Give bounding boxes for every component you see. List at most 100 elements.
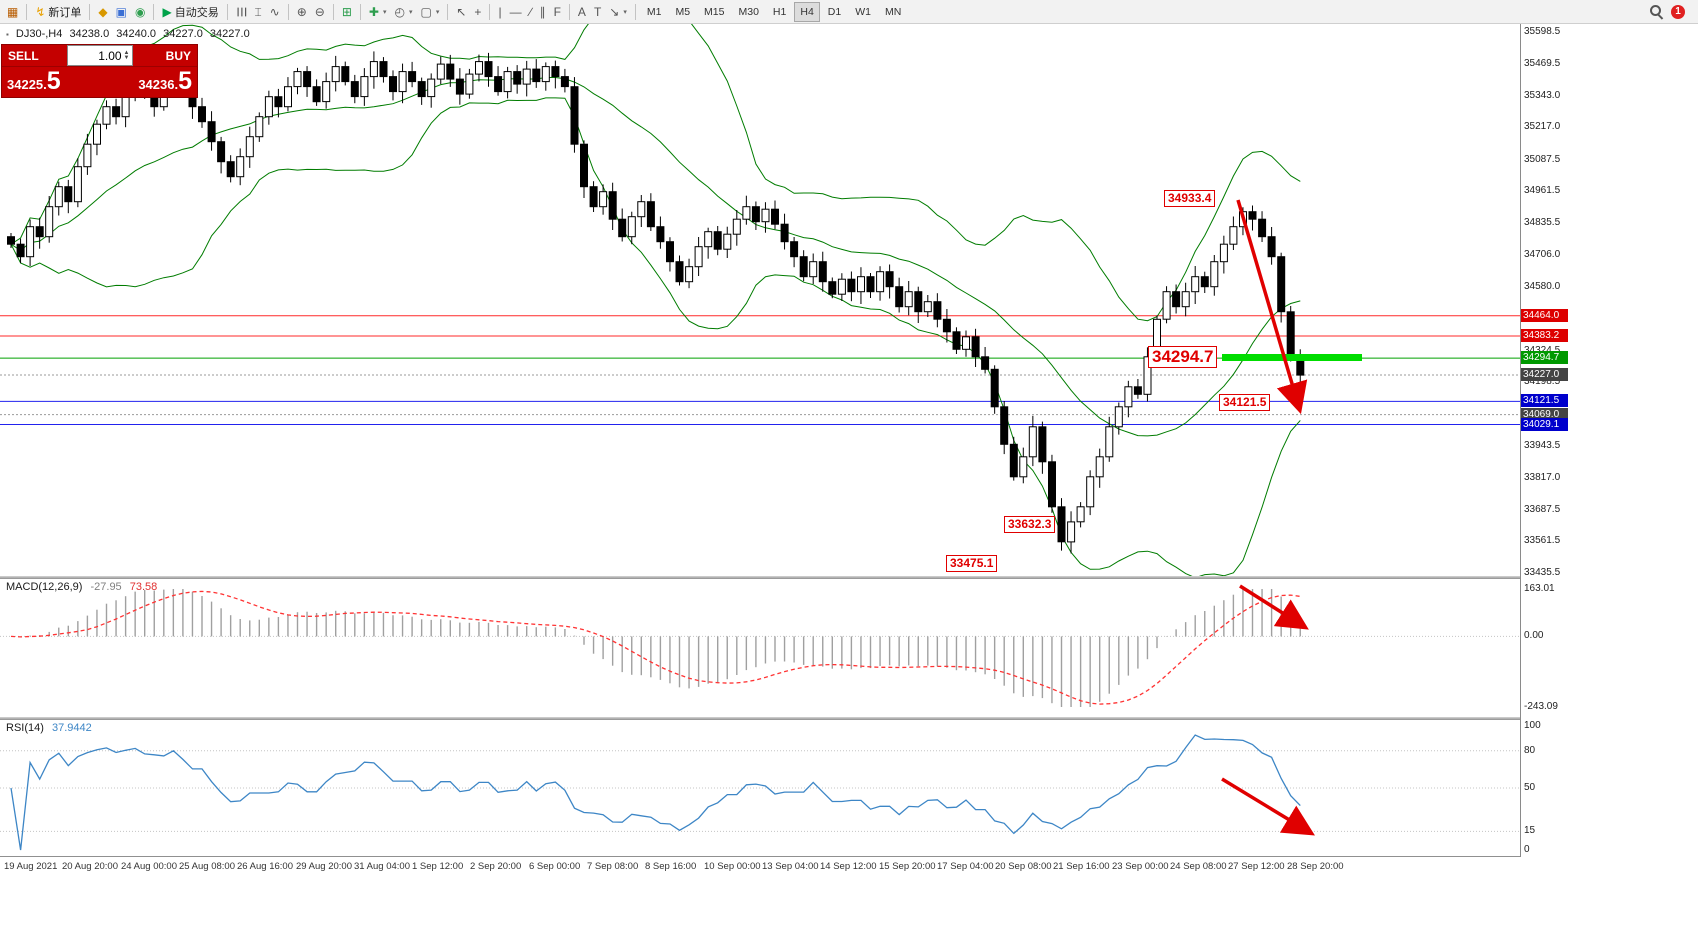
ohlc-open: 34238.0: [69, 28, 110, 40]
toolbar-separator: [153, 3, 155, 20]
text-icon[interactable]: A: [577, 4, 586, 19]
current-price-line-tag[interactable]: 34227.0: [1521, 368, 1568, 381]
support-line-2-tag[interactable]: 34029.1: [1521, 418, 1568, 431]
rsi-scale-tick: 15: [1524, 825, 1536, 836]
price-tick: 33687.5: [1524, 504, 1561, 515]
rsi-scale-tick: 0: [1524, 844, 1530, 855]
macd-canvas[interactable]: [0, 579, 1520, 717]
rsi-name: RSI(14): [6, 722, 44, 734]
candlestick-series: [7, 51, 1305, 554]
price-tick: 35598.5: [1524, 26, 1561, 37]
key-price-annotation[interactable]: 34294.7: [1148, 346, 1218, 368]
bar-chart-icon[interactable]: ☰: [234, 6, 249, 17]
time-axis-label: 27 Sep 12:00: [1228, 861, 1285, 872]
support-line-1-tag[interactable]: 34121.5: [1521, 394, 1568, 407]
zoom-out-icon[interactable]: ⊖: [314, 4, 325, 19]
toolbar-separator: [359, 3, 361, 20]
candlestick-icon[interactable]: ⌶: [254, 4, 262, 19]
periods-icon[interactable]: ◴ ▾: [394, 4, 413, 19]
panel-divider[interactable]: [0, 576, 1567, 579]
timeframe-button-m15[interactable]: M15: [704, 5, 725, 18]
templates-icon[interactable]: ▢ ▾: [420, 4, 440, 19]
key-level-line-tag[interactable]: 34294.7: [1521, 351, 1568, 364]
volume-stepper[interactable]: ▲ ▼: [123, 49, 130, 61]
sell-price[interactable]: 34225.5: [7, 67, 61, 95]
time-axis-label: 14 Sep 12:00: [820, 861, 877, 872]
panel-divider[interactable]: [0, 717, 1567, 720]
toolbar-separator: [332, 3, 334, 20]
search-icon[interactable]: [1649, 4, 1664, 19]
price-tick: 33435.5: [1524, 567, 1561, 578]
time-axis-label: 25 Aug 08:00: [179, 861, 235, 872]
low-price-annotation-2[interactable]: 33475.1: [946, 555, 998, 572]
one-click-trading-panel: SELL 1.00 ▲ ▼ BUY 34225.5 34236.5: [1, 44, 198, 98]
timeframe-button-h4[interactable]: H4: [794, 1, 820, 22]
key-level-highlight[interactable]: [1222, 354, 1362, 361]
indicators-icon[interactable]: ✚ ▾: [368, 4, 387, 19]
rsi-line: [10, 734, 1301, 851]
peak-price-annotation[interactable]: 34933.4: [1164, 190, 1216, 207]
timeframe-button-m1[interactable]: M1: [646, 5, 662, 18]
autotrading-button[interactable]: ▶ 自动交易: [162, 4, 219, 19]
mid-price-annotation[interactable]: 34121.5: [1219, 394, 1271, 411]
price-axis[interactable]: 35598.5 35469.5 35343.0 35217.0 35087.5 34961…: [1520, 24, 1568, 857]
time-axis-label: 23 Sep 00:00: [1112, 861, 1169, 872]
text-label-icon[interactable]: T: [593, 4, 602, 19]
volume-down-icon[interactable]: ▼: [123, 54, 130, 61]
symbol-period-label: DJ30-,H4: [15, 28, 63, 40]
new-order-button[interactable]: ↯ 新订单: [35, 4, 82, 19]
timeframe-button-m5[interactable]: M5: [675, 5, 691, 18]
sell-button-label: SELL: [8, 48, 39, 63]
cursor-icon[interactable]: ↖: [456, 4, 467, 19]
volume-up-icon[interactable]: ▲: [123, 49, 130, 56]
bollinger-middle-band: [10, 77, 1301, 437]
arrows-tool-icon[interactable]: ↘ ▾: [609, 4, 627, 19]
timeframe-button-d1[interactable]: D1: [827, 5, 842, 18]
rsi-scale-tick: 50: [1524, 782, 1536, 793]
buy-price[interactable]: 34236.5: [138, 67, 192, 95]
horizontal-line-icon[interactable]: —: [509, 4, 522, 19]
rsi-canvas[interactable]: [0, 720, 1520, 856]
trendline-icon[interactable]: ∕: [529, 4, 532, 19]
sell-button[interactable]: SELL: [2, 45, 67, 66]
time-axis[interactable]: 19 Aug 2021 20 Aug 20:00 24 Aug 00:00 25 Au…: [0, 857, 1567, 877]
rsi-panel[interactable]: [0, 720, 1520, 856]
toolbar-separator: [568, 3, 570, 20]
price-chart-canvas[interactable]: [0, 24, 1520, 576]
day-level-line-tag[interactable]: 34069.0: [1521, 408, 1568, 421]
tile-windows-icon[interactable]: ⊞: [341, 4, 352, 19]
volume-input[interactable]: 1.00 ▲ ▼: [66, 45, 133, 66]
time-axis-label: 28 Sep 20:00: [1287, 861, 1344, 872]
navigator-icon[interactable]: ◉: [134, 4, 146, 19]
buy-button-label: BUY: [165, 48, 191, 63]
notification-badge[interactable]: 1: [1671, 4, 1685, 19]
macd-signal-line: [10, 590, 1301, 705]
main-chart[interactable]: [0, 24, 1520, 576]
fibonacci-icon[interactable]: F: [553, 4, 561, 19]
data-window-icon[interactable]: ▣: [115, 4, 127, 19]
buy-button[interactable]: BUY: [133, 45, 198, 66]
macd-panel[interactable]: [0, 579, 1520, 717]
channel-icon[interactable]: ∥: [539, 4, 546, 19]
line-chart-icon[interactable]: ∿: [269, 4, 280, 19]
ohlc-low: 34227.0: [163, 28, 203, 40]
timeframe-button-mn[interactable]: MN: [884, 5, 902, 18]
toolbar-separator: [634, 3, 636, 20]
time-axis-label: 1 Sep 12:00: [412, 861, 464, 872]
crosshair-icon[interactable]: +: [474, 4, 482, 19]
timeframe-button-h1[interactable]: H1: [772, 5, 787, 18]
time-axis-label: 2 Sep 20:00: [470, 861, 522, 872]
rsi-label: RSI(14) 37.9442: [6, 722, 97, 734]
time-axis-label: 29 Aug 20:00: [296, 861, 352, 872]
terminal-chart-icon[interactable]: ▦: [7, 4, 19, 19]
vertical-line-icon[interactable]: |: [498, 4, 502, 19]
low-price-annotation-1[interactable]: 33632.3: [1004, 516, 1056, 533]
market-watch-icon[interactable]: ◆: [98, 4, 108, 19]
timeframe-button-m30[interactable]: M30: [738, 5, 759, 18]
time-axis-label: 20 Sep 08:00: [995, 861, 1052, 872]
resistance-line-1-tag[interactable]: 34464.0: [1521, 309, 1568, 322]
macd-label: MACD(12,26,9) -27.95 73.58: [6, 581, 162, 593]
resistance-line-2-tag[interactable]: 34383.2: [1521, 329, 1568, 342]
timeframe-button-w1[interactable]: W1: [855, 5, 871, 18]
zoom-in-icon[interactable]: ⊕: [296, 4, 307, 19]
